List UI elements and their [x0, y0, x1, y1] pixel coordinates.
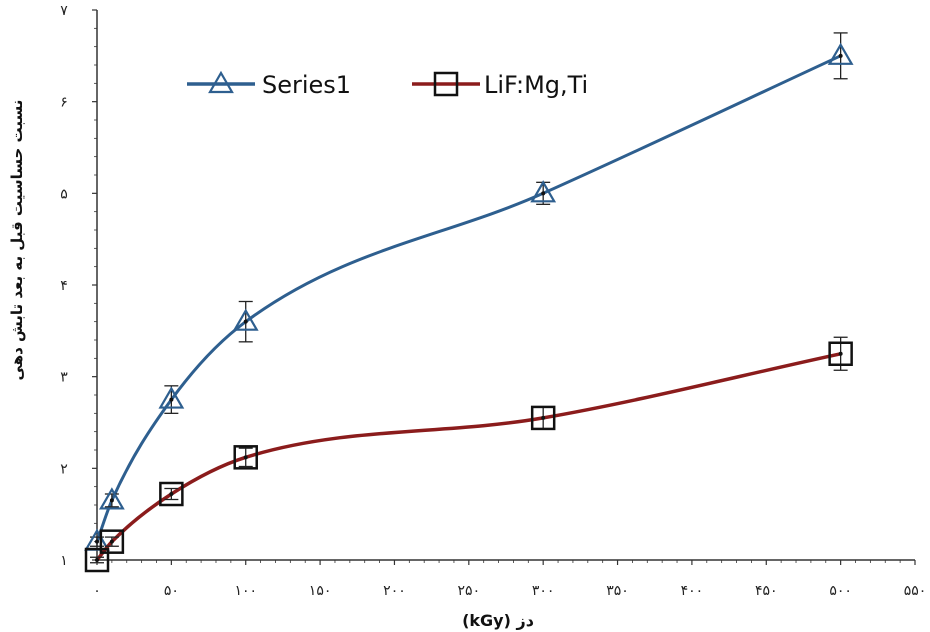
data-point-marker [827, 42, 854, 65]
data-point [243, 319, 248, 324]
legend-marker [433, 71, 459, 97]
series-1 [84, 32, 854, 551]
data-point [838, 351, 843, 356]
series-2 [84, 336, 853, 573]
legend: Series1 LiF:Mg,Ti [187, 70, 588, 99]
data-point [95, 558, 99, 562]
legend-marker [208, 70, 234, 94]
data-point [109, 498, 114, 503]
data-point [541, 415, 546, 420]
x-tick-label: ۴۵۰ [755, 583, 778, 599]
data-point-marker [828, 341, 853, 366]
legend-item-2: LiF:Mg,Ti [412, 71, 588, 99]
x-tick-label: ۵۰۰ [829, 583, 852, 599]
plot-area [84, 32, 854, 573]
x-axis-label: دز (kGy) [462, 611, 534, 630]
x-tick-label: ۵۵۰ [904, 583, 927, 599]
data-point-marker [158, 386, 185, 409]
data-point-marker [99, 529, 125, 554]
x-tick-label: ۱۵۰ [309, 583, 332, 599]
data-point [169, 492, 174, 496]
x-tick-label: ۲۰۰ [383, 583, 406, 599]
y-tick-label: ۳ [60, 370, 68, 386]
data-point-marker [530, 180, 557, 203]
y-axis-ticks: ۱ ۲ ۳ ۴ ۵ ۶ ۷ [60, 3, 97, 569]
x-tick-label: ۲۵۰ [458, 583, 481, 599]
data-point [243, 455, 248, 460]
series-line [95, 352, 841, 562]
x-tick-label: ۰ [93, 583, 101, 599]
data-point-marker [232, 308, 259, 331]
series-line [95, 54, 842, 543]
legend-label: LiF:Mg,Ti [484, 71, 588, 99]
data-point [838, 53, 843, 58]
y-tick-label: ۱ [60, 553, 68, 569]
data-point [109, 539, 114, 544]
data-point-marker [159, 481, 184, 507]
x-tick-label: ۳۰۰ [532, 583, 555, 599]
y-tick-label: ۷ [60, 3, 68, 19]
x-tick-label: ۵۰ [164, 583, 179, 599]
data-point-marker [98, 487, 125, 510]
data-point [541, 191, 546, 196]
x-tick-label: ۳۵۰ [606, 583, 629, 599]
y-tick-label: ۵ [60, 186, 68, 202]
y-tick-label: ۶ [60, 95, 68, 111]
y-tick-label: ۴ [60, 278, 68, 294]
legend-item-1: Series1 [187, 70, 351, 99]
data-point-marker [530, 405, 556, 431]
y-tick-label: ۲ [60, 461, 68, 477]
data-point-marker [233, 445, 258, 470]
x-tick-label: ۱۰۰ [234, 583, 257, 599]
data-point-marker [84, 547, 110, 573]
y-axis-label: نسبت حساسیت قبل به بعد تابش دهی [8, 100, 26, 381]
data-point [95, 539, 99, 544]
data-point [169, 397, 174, 402]
x-axis-ticks: ۰ ۵۰ ۱۰۰ ۱۵۰ ۲۰۰ ۲۵۰ ۳۰۰ ۳۵۰ ۴۰۰ ۴۵۰ ۵۰۰ ۵۵۰ [93, 560, 926, 599]
legend-label: Series1 [262, 71, 351, 99]
x-tick-label: ۴۰۰ [681, 583, 704, 599]
